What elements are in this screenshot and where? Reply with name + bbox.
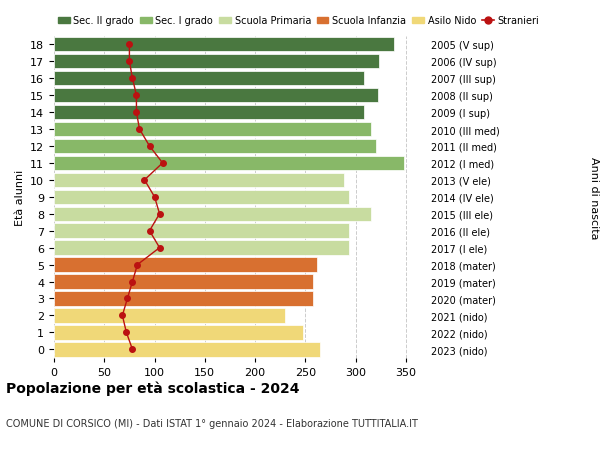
Legend: Sec. II grado, Sec. I grado, Scuola Primaria, Scuola Infanzia, Asilo Nido, Stran: Sec. II grado, Sec. I grado, Scuola Prim… — [54, 12, 543, 30]
Bar — [54, 106, 364, 120]
Bar — [54, 275, 313, 289]
Bar — [54, 72, 364, 86]
Bar — [54, 173, 344, 188]
Bar — [54, 325, 304, 340]
Bar — [54, 241, 349, 255]
Bar — [54, 89, 378, 103]
Bar — [54, 157, 404, 171]
Text: COMUNE DI CORSICO (MI) - Dati ISTAT 1° gennaio 2024 - Elaborazione TUTTITALIA.IT: COMUNE DI CORSICO (MI) - Dati ISTAT 1° g… — [6, 418, 418, 428]
Text: Anni di nascita: Anni di nascita — [589, 156, 599, 239]
Bar — [54, 308, 285, 323]
Bar — [54, 258, 317, 272]
Bar — [54, 140, 376, 154]
Bar — [54, 190, 349, 205]
Y-axis label: Età alunni: Età alunni — [14, 169, 25, 225]
Bar — [54, 123, 371, 137]
Bar — [54, 342, 320, 357]
Bar — [54, 291, 313, 306]
Bar — [54, 55, 379, 69]
Bar — [54, 207, 371, 221]
Bar — [54, 38, 394, 52]
Bar — [54, 224, 349, 238]
Text: Popolazione per età scolastica - 2024: Popolazione per età scolastica - 2024 — [6, 381, 299, 396]
